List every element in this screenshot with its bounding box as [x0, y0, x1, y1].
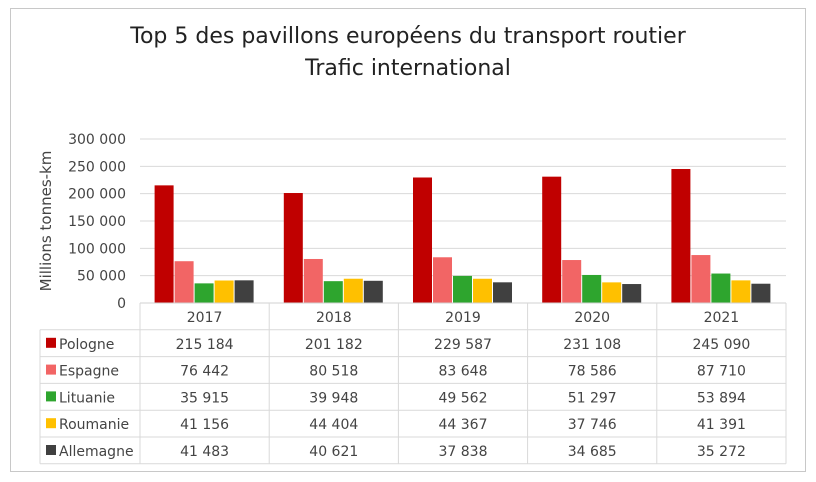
bar-roumanie-2018 — [343, 278, 363, 303]
y-tick-label: 100 000 — [68, 241, 126, 257]
data-label: 78 586 — [568, 364, 617, 380]
y-tick-label: 200 000 — [68, 187, 126, 203]
data-label: 49 562 — [439, 390, 488, 406]
bar-allemagne-2019 — [493, 282, 512, 303]
legend-label: Allemagne — [59, 444, 134, 460]
legend-label: Roumanie — [59, 417, 129, 433]
y-tick-label: 50 000 — [77, 269, 126, 285]
bar-allemagne-2021 — [751, 283, 771, 303]
bar-espagne-2017 — [174, 261, 194, 303]
y-tick-label: 300 000 — [68, 132, 126, 148]
bar-espagne-2021 — [691, 255, 711, 303]
legend-swatch-espagne — [46, 364, 56, 375]
y-tick-label: 150 000 — [68, 214, 126, 230]
data-label: 231 108 — [563, 337, 621, 353]
x-tick-label: 2021 — [704, 310, 740, 326]
data-label: 44 404 — [309, 417, 358, 433]
data-label: 76 442 — [180, 364, 229, 380]
bar-roumanie-2021 — [731, 280, 751, 303]
bar-lituanie-2020 — [582, 274, 602, 303]
legend-swatch-allemagne — [46, 445, 56, 455]
data-label: 34 685 — [568, 444, 617, 460]
legend-label: Espagne — [59, 364, 119, 380]
data-label: 53 894 — [697, 390, 746, 406]
legend-swatch-pologne — [46, 337, 56, 348]
bar-pologne-2019 — [413, 177, 432, 303]
data-label: 80 518 — [309, 364, 358, 380]
legend-label: Pologne — [59, 337, 114, 353]
y-tick-label: 0 — [117, 296, 126, 312]
bar-lituanie-2021 — [711, 273, 731, 303]
data-label: 35 272 — [697, 444, 746, 460]
bar-espagne-2018 — [303, 258, 323, 303]
chart-title: Top 5 des pavillons européens du transpo… — [130, 24, 686, 49]
bar-pologne-2017 — [154, 185, 174, 303]
x-tick-label: 2020 — [574, 310, 610, 326]
data-label: 201 182 — [305, 337, 363, 353]
bar-lituanie-2017 — [194, 283, 214, 303]
bar-allemagne-2017 — [234, 280, 254, 303]
data-label: 40 621 — [309, 444, 358, 460]
legend-label: Lituanie — [59, 390, 115, 406]
bar-allemagne-2020 — [622, 284, 642, 303]
bar-lituanie-2018 — [323, 281, 343, 303]
bar-roumanie-2017 — [214, 280, 234, 303]
bar-roumanie-2019 — [473, 278, 492, 303]
data-label: 41 483 — [180, 444, 229, 460]
data-label: 83 648 — [439, 364, 488, 380]
bar-pologne-2020 — [542, 176, 562, 303]
bar-lituanie-2019 — [453, 275, 472, 303]
chart-subtitle: Trafic international — [305, 56, 511, 81]
data-label: 39 948 — [309, 390, 358, 406]
data-label: 37 838 — [439, 444, 488, 460]
data-label: 35 915 — [180, 390, 229, 406]
bar-pologne-2021 — [671, 169, 691, 303]
y-tick-label: 250 000 — [68, 159, 126, 175]
x-tick-label: 2017 — [187, 310, 223, 326]
bar-allemagne-2018 — [363, 280, 383, 303]
bar-espagne-2019 — [433, 257, 452, 303]
data-label: 41 391 — [697, 417, 746, 433]
data-label: 51 297 — [568, 390, 617, 406]
legend-swatch-lituanie — [46, 391, 56, 402]
data-label: 44 367 — [439, 417, 488, 433]
data-label: 229 587 — [434, 337, 492, 353]
bar-espagne-2020 — [562, 260, 582, 303]
data-label: 41 156 — [180, 417, 229, 433]
x-tick-label: 2019 — [445, 310, 481, 326]
legend-swatch-roumanie — [46, 418, 56, 429]
data-label: 215 184 — [176, 337, 234, 353]
y-axis-label: Millions tonnes-km — [37, 151, 55, 292]
data-label: 245 090 — [692, 337, 750, 353]
data-label: 37 746 — [568, 417, 617, 433]
x-tick-label: 2018 — [316, 310, 352, 326]
bar-pologne-2018 — [283, 193, 303, 303]
bar-roumanie-2020 — [602, 282, 622, 303]
data-label: 87 710 — [697, 364, 746, 380]
